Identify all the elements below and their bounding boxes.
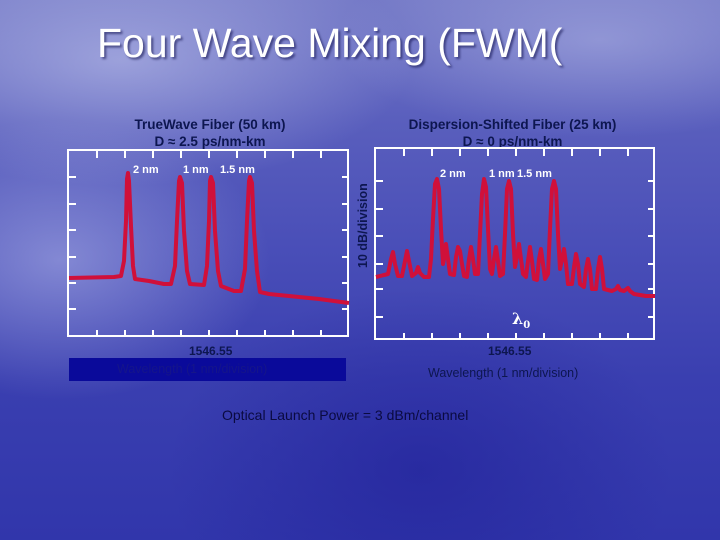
right-fiber-name: Dispersion-Shifted Fiber (25 km) [408, 117, 617, 132]
left-spectrum-plot: 2 nm 1 nm 1.5 nm [67, 149, 350, 337]
right-spacing-label-1: 2 nm [440, 168, 466, 180]
right-spectrum-svg [375, 149, 655, 340]
right-spectrum-trace [375, 177, 655, 298]
right-panel-title: Dispersion-Shifted Fiber (25 km) D ≈ 0 p… [395, 116, 630, 150]
left-spacing-label-3: 1.5 nm [220, 164, 255, 176]
left-fiber-name: TrueWave Fiber (50 km) [134, 117, 286, 132]
launch-power-note: Optical Launch Power = 3 dBm/channel [222, 407, 469, 423]
left-spectrum-trace [68, 171, 350, 305]
right-axis-ticks [376, 149, 655, 340]
left-spacing-label-2: 1 nm [183, 164, 209, 176]
y-axis-label: 10 dB/division [356, 183, 370, 268]
lambda-symbol: λ [512, 309, 524, 328]
left-spectrum-svg [68, 151, 350, 337]
left-axis-ticks [69, 151, 349, 337]
left-dispersion: D ≈ 2.5 ps/nm-km [154, 134, 266, 149]
right-spectrum-plot: 2 nm 1 nm 1.5 nm λ0 [374, 147, 655, 340]
left-panel-title: TrueWave Fiber (50 km) D ≈ 2.5 ps/nm-km [100, 116, 320, 150]
lambda-zero-marker: λ0 [512, 309, 530, 331]
left-spacing-label-1: 2 nm [133, 164, 159, 176]
right-spacing-label-2: 1 nm [489, 168, 515, 180]
right-spacing-label-3: 1.5 nm [517, 168, 552, 180]
left-xlabel-strip [69, 358, 346, 381]
right-xlabel: Wavelength (1 nm/division) [428, 366, 579, 380]
slide-title: Four Wave Mixing (FWM( [97, 20, 563, 66]
lambda-subscript: 0 [523, 320, 531, 332]
left-center-wavelength: 1546.55 [189, 344, 233, 358]
right-center-wavelength: 1546.55 [488, 344, 532, 358]
left-xlabel: Wavelength (1 nm/division) [117, 362, 268, 376]
right-dispersion: D ≈ 0 ps/nm-km [462, 134, 563, 149]
